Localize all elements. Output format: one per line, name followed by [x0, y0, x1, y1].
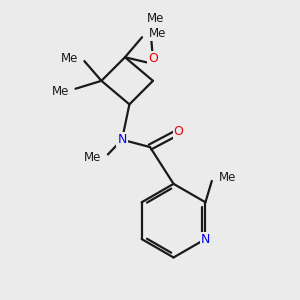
Text: Me: Me	[219, 172, 237, 184]
Text: Me: Me	[52, 85, 69, 98]
Text: Me: Me	[61, 52, 78, 65]
Text: Me: Me	[148, 27, 166, 40]
Text: N: N	[201, 232, 210, 246]
Text: N: N	[117, 133, 127, 146]
Text: O: O	[148, 52, 158, 65]
Text: O: O	[174, 125, 184, 138]
Text: Me: Me	[84, 151, 101, 164]
Text: Me: Me	[147, 12, 165, 25]
